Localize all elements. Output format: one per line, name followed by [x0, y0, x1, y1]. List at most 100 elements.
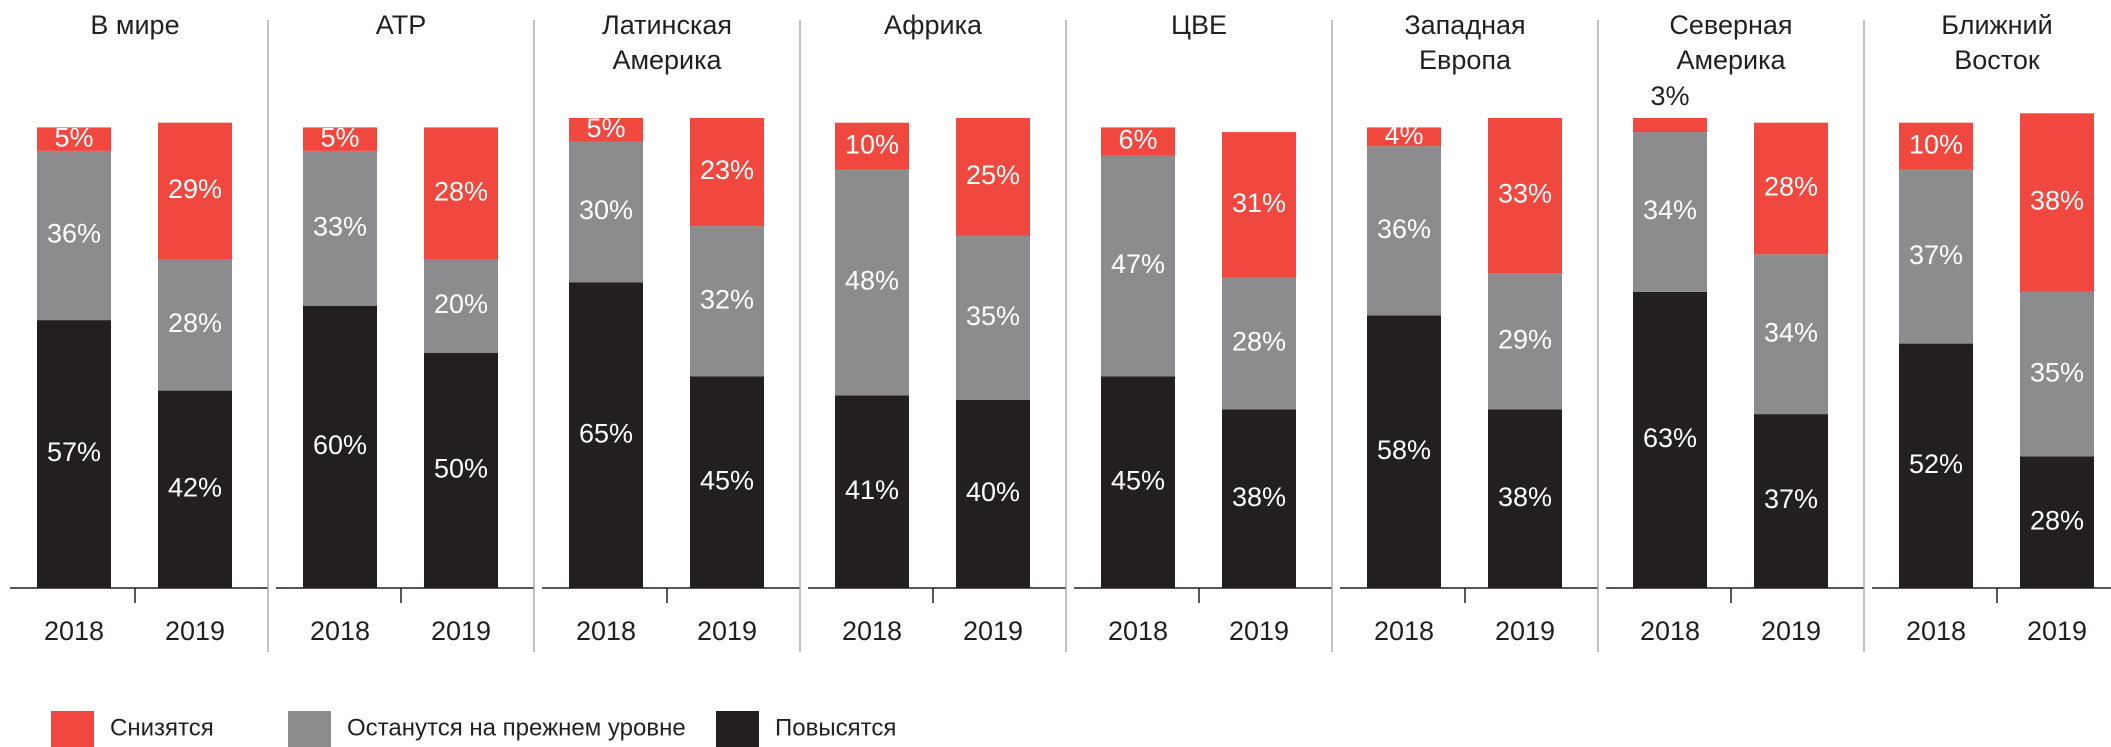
x-tick-label: 2019 — [1495, 616, 1555, 646]
legend-swatch — [51, 711, 94, 747]
value-label: 42% — [168, 472, 222, 502]
value-label: 37% — [1764, 484, 1818, 514]
bar-segment — [1222, 277, 1296, 410]
bar-segment — [1222, 409, 1296, 588]
bar-segment — [835, 169, 909, 396]
bar-segment — [1754, 254, 1828, 415]
value-label: 25% — [966, 160, 1020, 190]
panel-title: Западная — [1404, 10, 1525, 40]
bar-segment — [1488, 118, 1562, 274]
bar-segment — [569, 282, 643, 588]
bar-segment — [1367, 146, 1441, 316]
bar-segment — [158, 259, 232, 391]
bar-segment — [37, 150, 111, 321]
bar-segment — [158, 122, 232, 259]
value-label: 23% — [700, 155, 754, 185]
value-label: 45% — [1111, 465, 1165, 495]
value-label: 10% — [1909, 129, 1963, 159]
bar-segment — [690, 118, 764, 227]
value-label: 37% — [1909, 240, 1963, 270]
bar-segment — [303, 150, 377, 306]
value-label: 34% — [1643, 195, 1697, 225]
x-tick-label: 2019 — [697, 616, 757, 646]
bar-segment — [1899, 169, 1973, 344]
value-label: 35% — [2030, 357, 2084, 387]
value-label: 3% — [1650, 81, 1689, 111]
value-label: 20% — [434, 289, 488, 319]
value-label: 28% — [1232, 327, 1286, 357]
value-label: 38% — [2030, 186, 2084, 216]
legend-label: Снизятся — [110, 714, 214, 741]
panel-title: ЦВЕ — [1171, 10, 1227, 40]
bar-segment — [424, 353, 498, 588]
x-tick-label: 2018 — [310, 616, 370, 646]
panel-title: Америка — [1676, 45, 1786, 75]
bar-segment — [158, 390, 232, 588]
value-label: 40% — [966, 477, 1020, 507]
x-tick-label: 2018 — [576, 616, 636, 646]
bar-segment — [303, 127, 377, 151]
panel-title: Восток — [1954, 45, 2040, 75]
value-label: 52% — [1909, 449, 1963, 479]
legend-label: Повысятся — [775, 714, 896, 741]
bar-segment — [956, 400, 1030, 588]
value-label: 28% — [168, 308, 222, 338]
value-label: 57% — [47, 437, 101, 467]
value-label: 58% — [1377, 435, 1431, 465]
value-label: 45% — [700, 465, 754, 495]
bar-segment — [1633, 132, 1707, 292]
bar-segment — [1488, 273, 1562, 410]
value-label: 50% — [434, 454, 488, 484]
panel-title: В мире — [90, 10, 179, 40]
legend-swatch — [288, 711, 331, 747]
x-tick-label: 2018 — [1108, 616, 1168, 646]
legend-label: Останутся на прежнем уровне — [347, 714, 686, 741]
x-tick-label: 2018 — [1640, 616, 1700, 646]
bar-segment — [1899, 343, 1973, 588]
value-label: 47% — [1111, 249, 1165, 279]
x-tick-label: 2019 — [431, 616, 491, 646]
value-label: 10% — [845, 129, 899, 159]
bar-segment — [1633, 118, 1707, 133]
bar-segment — [1754, 122, 1828, 255]
value-label: 38% — [1232, 482, 1286, 512]
bar-segment — [1367, 127, 1441, 147]
panel-title: АТР — [376, 10, 426, 40]
x-tick-label: 2019 — [165, 616, 225, 646]
panel-title: Ближний — [1941, 10, 2052, 40]
bar-segment — [1899, 122, 1973, 170]
value-label: 48% — [845, 266, 899, 296]
value-label: 60% — [313, 430, 367, 460]
panel-title: Африка — [884, 10, 983, 40]
value-label: 5% — [54, 122, 93, 152]
bar-segment — [956, 235, 1030, 400]
bar-segment — [37, 127, 111, 151]
bar-segment — [690, 376, 764, 588]
value-label: 65% — [579, 418, 633, 448]
panel-title: Латинская — [602, 10, 732, 40]
bar-segment — [835, 395, 909, 588]
x-tick-label: 2019 — [1229, 616, 1289, 646]
bar-segment — [2020, 113, 2094, 292]
bar-segment — [424, 259, 498, 353]
x-tick-label: 2018 — [842, 616, 902, 646]
bar-segment — [1101, 155, 1175, 377]
bar-segment — [303, 306, 377, 588]
bar-segment — [1367, 315, 1441, 588]
value-label: 36% — [1377, 214, 1431, 244]
value-label: 4% — [1384, 120, 1423, 150]
x-tick-label: 2018 — [1906, 616, 1966, 646]
value-label: 28% — [434, 176, 488, 206]
bar-segment — [37, 320, 111, 588]
bar-segment — [1101, 127, 1175, 156]
x-tick-label: 2018 — [44, 616, 104, 646]
value-label: 5% — [586, 113, 625, 143]
panel-title: Европа — [1419, 45, 1512, 75]
bar-segment — [569, 141, 643, 283]
bar-segment — [1222, 132, 1296, 278]
bar-segment — [1488, 409, 1562, 588]
value-label: 41% — [845, 475, 899, 505]
bar-segment — [2020, 456, 2094, 588]
bar-segment — [569, 118, 643, 142]
